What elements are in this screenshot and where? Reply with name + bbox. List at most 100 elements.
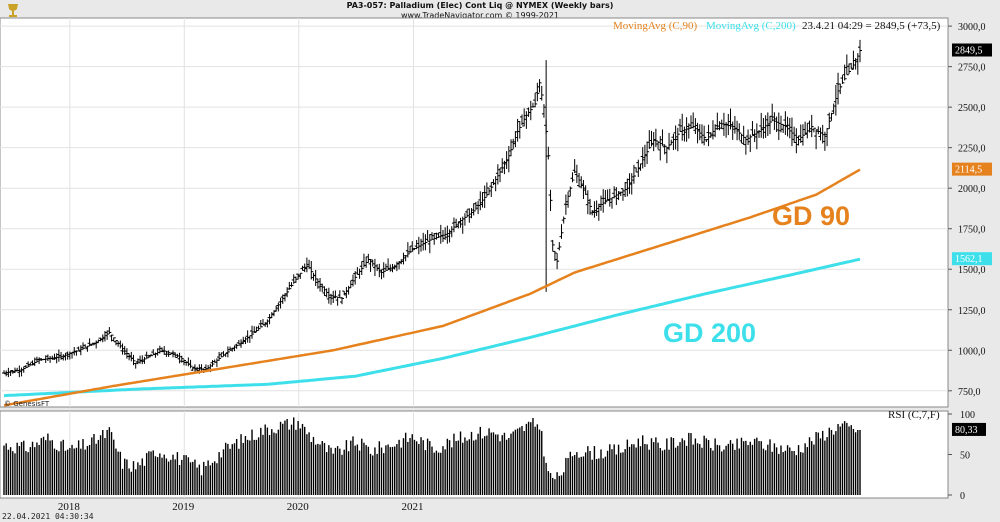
ohlc-bar [550, 239, 555, 252]
ohlc-bar [70, 352, 75, 359]
ohlc-bar [124, 348, 129, 359]
price-y-tick-label: 2500,0 [958, 103, 986, 114]
ohlc-bar [252, 326, 257, 333]
ohlc-bar [746, 129, 751, 145]
ohlc-bar [412, 247, 417, 250]
ohlc-bar [278, 297, 283, 309]
ohlc-bar [467, 208, 472, 223]
ohlc-bar [140, 355, 145, 365]
ohlc-bar [318, 278, 323, 292]
ohlc-bar [105, 330, 110, 340]
ohlc-bar [765, 112, 770, 136]
ohlc-bar [454, 218, 459, 228]
ohlc-bar [489, 182, 494, 197]
rsi-title: RSI (C,7,F) [888, 409, 940, 421]
ohlc-bar [370, 259, 375, 267]
ohlc-bar [234, 343, 239, 349]
ohlc-bar [836, 72, 841, 105]
ohlc-bar [247, 335, 252, 343]
ohlc-bar [478, 191, 483, 211]
ohlc-bar [263, 322, 268, 327]
ohlc-bar [671, 133, 676, 151]
ohlc-bar [408, 246, 413, 254]
ohlc-bar [120, 343, 125, 355]
ohlc-bar [430, 232, 434, 240]
ohlc-bar [537, 79, 542, 93]
ohlc-bar [656, 141, 661, 150]
ohlc-bar [162, 346, 167, 355]
price-y-tick-label: 1000,0 [958, 346, 986, 357]
ohlc-bar [785, 116, 790, 137]
ohlc-bar [447, 229, 452, 243]
ohlc-bar [432, 233, 437, 245]
ohlc-bar [63, 352, 68, 361]
ohlc-bar [164, 350, 169, 357]
ohlc-bar [217, 352, 222, 361]
ohlc-bar [76, 346, 81, 351]
ohlc-bar [386, 258, 391, 271]
ohlc-bar [256, 325, 261, 331]
ohlc-bar [32, 357, 37, 366]
trade-navigator-logo-icon [6, 2, 20, 23]
ohlc-bar [157, 345, 162, 354]
ohlc-bar [100, 334, 105, 343]
ohlc-bar [419, 238, 424, 252]
ohlc-bar [673, 125, 678, 150]
ohlc-bar [669, 139, 674, 146]
ohlc-bar [809, 114, 814, 138]
ohlc-bar [634, 167, 639, 173]
ohlc-bar [309, 261, 314, 280]
ohlc-bar [326, 287, 331, 304]
ohlc-bar [484, 182, 489, 197]
ohlc-bar [177, 352, 182, 364]
ohlc-bar [829, 112, 834, 121]
ohlc-bar [377, 263, 382, 278]
annotation-gd200: GD 200 [663, 318, 756, 348]
source-credit: © GenesisFT [4, 400, 50, 408]
ohlc-bar [715, 112, 720, 130]
ohlc-bar [280, 294, 285, 304]
ohlc-bar [133, 362, 138, 369]
ohlc-bar [12, 367, 17, 374]
ohlc-bar [61, 354, 66, 361]
ohlc-bar [381, 262, 386, 278]
ohlc-bar [188, 359, 193, 369]
ohlc-bar [517, 121, 522, 139]
ohlc-bar [574, 164, 579, 184]
ohlc-bar [329, 293, 334, 305]
x-tick-label: 2018 [58, 501, 81, 513]
ohlc-bar [168, 353, 173, 355]
ohlc-bar [759, 112, 764, 138]
ohlc-bar [344, 287, 349, 299]
ohlc-bar [530, 102, 535, 108]
ohlc-bar [364, 256, 369, 268]
ohlc-bar [737, 123, 742, 140]
ohlc-bar [800, 124, 805, 146]
price-y-tick-label: 1750,0 [958, 225, 986, 236]
ohlc-bar [348, 280, 353, 289]
ohlc-bar [796, 135, 801, 146]
ohlc-bar [392, 264, 397, 270]
ohlc-bar [127, 353, 132, 361]
ohlc-bar [219, 352, 224, 358]
ohlc-bar [702, 125, 707, 146]
ohlc-bar [803, 121, 808, 135]
ohlc-bar [616, 191, 621, 201]
ohlc-bar [579, 176, 584, 189]
ohlc-bar [324, 288, 329, 298]
ohlc-bar [274, 305, 279, 312]
ohlc-bar [502, 160, 507, 175]
ohlc-bar [822, 131, 827, 151]
ohlc-bar [699, 124, 704, 144]
ohlc-bar [340, 297, 345, 305]
ohlc-bar [787, 117, 792, 139]
ohlc-bar [559, 224, 564, 239]
ohlc-bar [337, 290, 342, 299]
ohlc-bar [649, 130, 654, 147]
ohlc-bar [265, 319, 270, 328]
ohlc-bar [118, 340, 123, 349]
ohlc-bar [436, 232, 441, 238]
ohlc-bar [350, 274, 355, 287]
ohlc-bar [620, 188, 625, 201]
